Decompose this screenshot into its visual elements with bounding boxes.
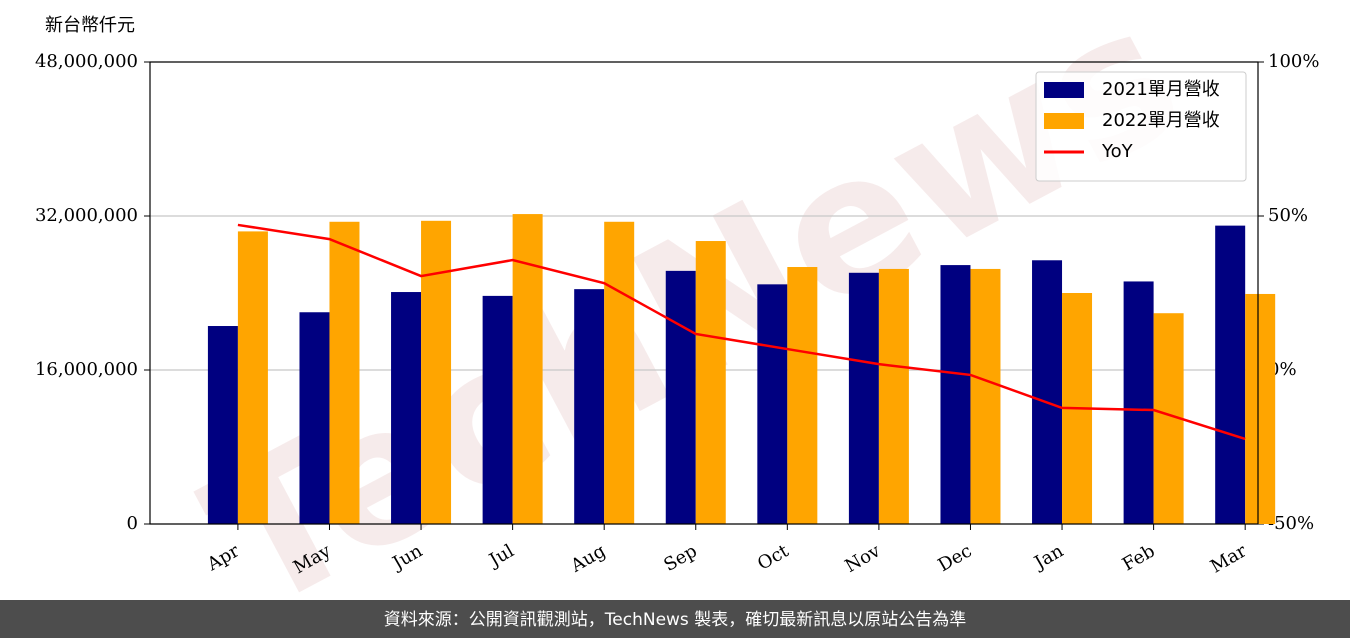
- y-tick-label: 16,000,000: [35, 359, 138, 380]
- y-tick-label: 0: [127, 513, 138, 534]
- bar: [970, 268, 1001, 524]
- x-tick-label: Jan: [1029, 540, 1067, 574]
- y2-tick-label: 50%: [1268, 205, 1308, 226]
- legend-box: [1035, 71, 1247, 182]
- legend-swatch: [1044, 82, 1084, 98]
- bar: [391, 292, 422, 524]
- bar: [574, 289, 605, 524]
- bar: [421, 220, 452, 524]
- y2-tick-label: 100%: [1268, 51, 1319, 72]
- bar: [1032, 260, 1063, 524]
- x-tick-label: Feb: [1119, 540, 1159, 575]
- bar: [695, 241, 726, 524]
- x-tick-label: Nov: [842, 540, 885, 577]
- bar: [207, 326, 238, 524]
- y-tick-label: 32,000,000: [35, 205, 138, 226]
- x-tick-label: Mar: [1207, 540, 1251, 577]
- legend-label: YoY: [1101, 141, 1134, 162]
- x-tick-label: Sep: [660, 540, 700, 575]
- legend-label: 2021單月營收: [1102, 79, 1220, 100]
- x-tick-label: Jul: [484, 540, 518, 572]
- x-tick-label: Aug: [567, 540, 610, 577]
- footer-bar: [0, 600, 1350, 638]
- bar: [665, 270, 696, 524]
- legend-label: 2022單月營收: [1102, 110, 1220, 131]
- bar: [482, 295, 513, 524]
- plot-frame: [149, 61, 1259, 525]
- x-tick-label: Dec: [935, 540, 976, 576]
- bar: [848, 272, 879, 524]
- bar: [940, 265, 971, 524]
- bar: [329, 221, 360, 524]
- bar: [878, 268, 909, 524]
- bar: [787, 267, 818, 524]
- line: [237, 223, 1246, 441]
- bar: [1123, 281, 1154, 524]
- bar: [299, 312, 330, 524]
- footer: 資料來源：公開資訊觀測站，TechNews 製表，確切最新訊息以原站公告為準: [384, 610, 966, 630]
- bar: [604, 221, 635, 524]
- bar: [1215, 225, 1246, 524]
- bar: [757, 284, 788, 524]
- x-tick-label: Oct: [754, 540, 793, 575]
- y-axis-label: 新台幣仟元: [45, 15, 135, 36]
- y2-tick-label: -50%: [1268, 513, 1314, 534]
- y-tick-label: 48,000,000: [35, 51, 138, 72]
- legend-swatch: [1044, 113, 1084, 129]
- bar: [237, 231, 268, 524]
- bar: [1245, 293, 1276, 524]
